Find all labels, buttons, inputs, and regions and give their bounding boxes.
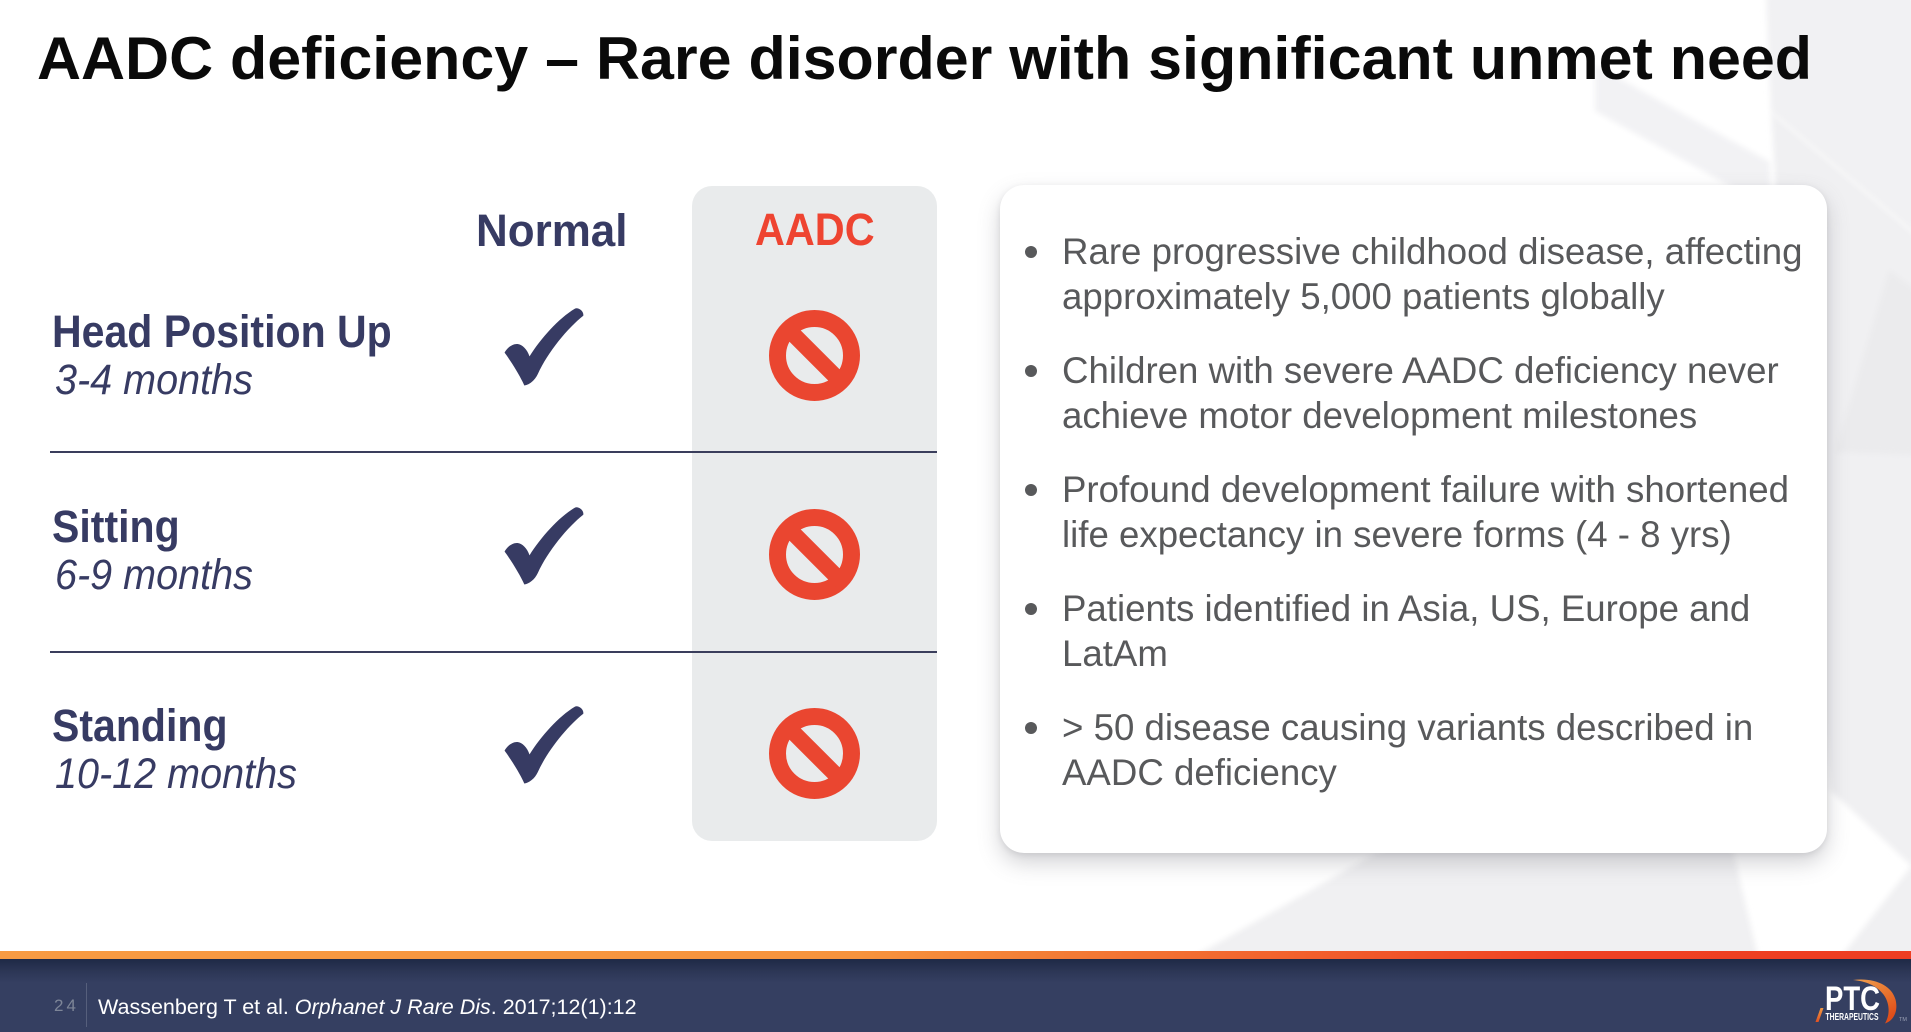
svg-text:TM: TM (1899, 1017, 1907, 1023)
svg-text:THERAPEUTICS: THERAPEUTICS (1826, 1012, 1879, 1023)
svg-text:PTC: PTC (1825, 980, 1880, 1018)
